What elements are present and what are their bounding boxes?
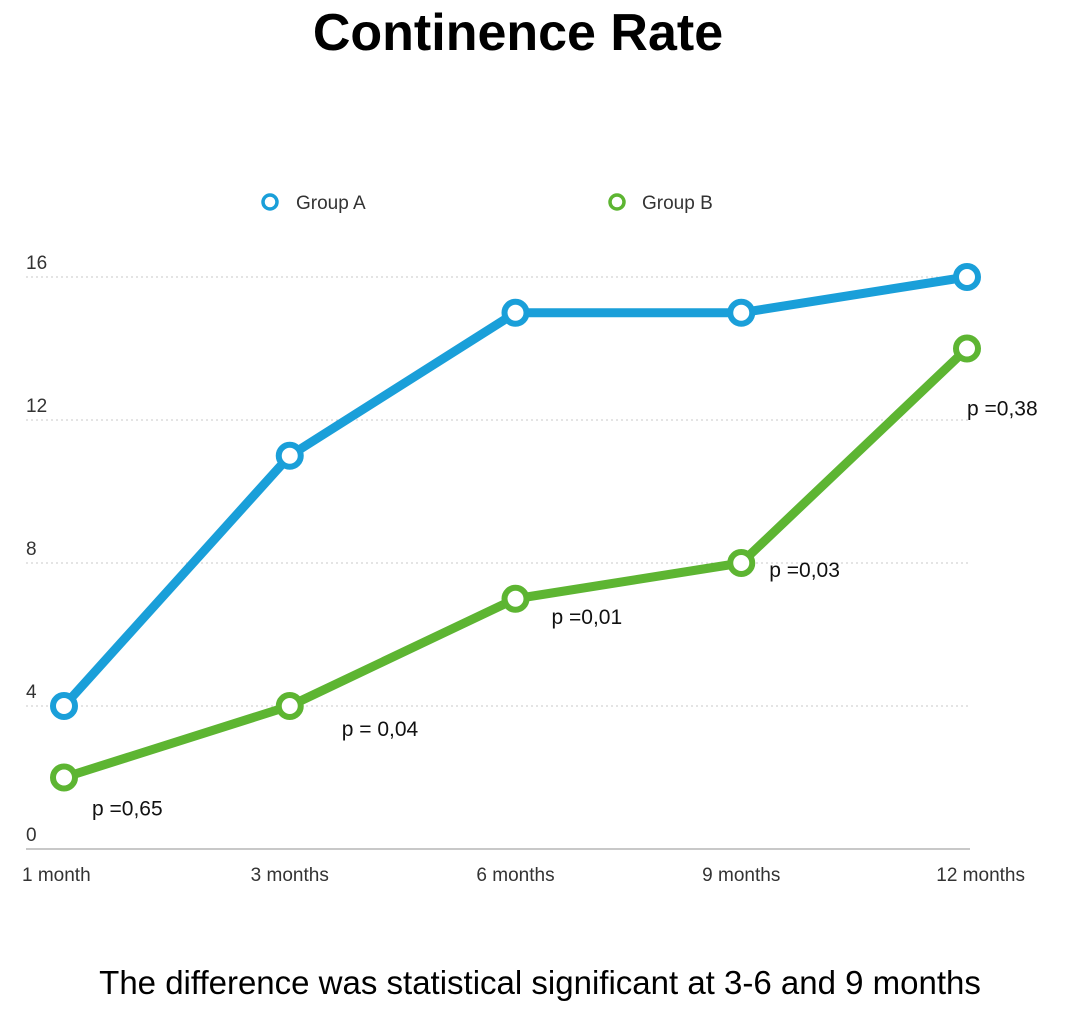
y-tick-label: 4	[26, 682, 37, 703]
data-point	[50, 692, 78, 720]
legend-label: Group A	[296, 193, 366, 214]
data-point	[50, 763, 78, 792]
data-point	[275, 692, 304, 720]
data-point	[275, 441, 304, 470]
data-point	[953, 334, 981, 363]
legend-marker	[608, 193, 626, 211]
legend: Group A Group B	[261, 193, 713, 214]
chart-caption: The difference was statistical significa…	[99, 964, 981, 1001]
p-value-annotation: p =0,03	[769, 559, 840, 582]
y-tick-label: 0	[26, 825, 37, 846]
x-tick-label: 3 months	[251, 865, 329, 886]
data-point	[727, 549, 756, 577]
y-axis: 0 4 8 12 16	[26, 253, 47, 846]
p-value-annotation: p =0,01	[552, 606, 623, 629]
series-line	[59, 272, 972, 711]
p-value-annotation: p =0,65	[92, 798, 163, 821]
x-tick-label: 1 month	[22, 865, 91, 886]
x-tick-label: 6 months	[476, 865, 554, 886]
series-layer	[50, 263, 981, 792]
data-point	[501, 584, 530, 613]
p-value-annotation: p = 0,04	[342, 718, 419, 741]
gridlines	[26, 276, 970, 850]
y-tick-label: 12	[26, 396, 47, 417]
legend-marker	[261, 193, 279, 211]
p-value-annotation: p =0,38	[967, 398, 1038, 421]
x-tick-label: 12 months	[936, 865, 1025, 886]
data-point	[727, 298, 756, 327]
data-point	[501, 298, 530, 327]
x-tick-label: 9 months	[702, 865, 780, 886]
chart-title: Continence Rate	[313, 4, 723, 62]
data-point	[953, 263, 981, 291]
y-tick-label: 8	[26, 539, 37, 560]
y-tick-label: 16	[26, 253, 47, 274]
annotations: p =0,65 p = 0,04 p =0,01 p =0,03 p =0,38	[92, 398, 1038, 821]
x-axis: 1 month 3 months 6 months 9 months 12 months	[22, 865, 1025, 886]
legend-label: Group B	[642, 193, 713, 214]
